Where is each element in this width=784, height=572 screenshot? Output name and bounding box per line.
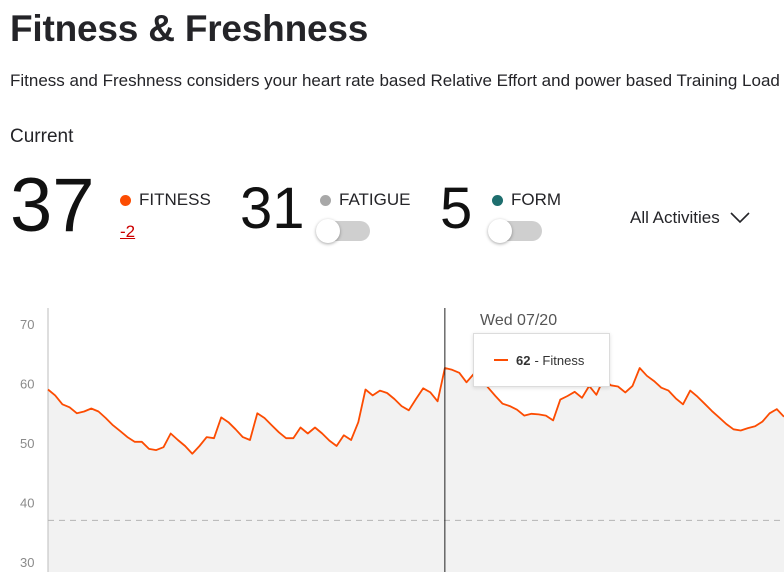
- fatigue-toggle[interactable]: [316, 219, 370, 243]
- tooltip-series: Fitness: [542, 352, 585, 368]
- y-tick-label: 60: [20, 377, 34, 392]
- activity-filter-dropdown[interactable]: All Activities: [630, 208, 750, 228]
- chart-tooltip: 62 - Fitness: [473, 333, 610, 387]
- current-label: Current: [10, 126, 74, 147]
- form-value: 5: [440, 176, 473, 241]
- fatigue-dot-icon: [320, 194, 331, 206]
- fitness-dot-icon: [120, 194, 131, 206]
- y-tick-label: 30: [20, 555, 34, 570]
- activity-filter-label: All Activities: [630, 208, 720, 227]
- fitness-chart-svg: 70 60 50 40 30: [20, 308, 784, 572]
- fitness-chart[interactable]: 70 60 50 40 30: [0, 300, 784, 572]
- fatigue-value: 31: [240, 176, 305, 241]
- fatigue-legend: FATIGUE: [320, 190, 410, 210]
- y-tick-label: 40: [20, 496, 34, 511]
- tooltip-date: Wed 07/20: [480, 312, 558, 329]
- toggle-knob: [488, 219, 512, 243]
- fitness-value: 37: [10, 163, 95, 248]
- y-tick-label: 50: [20, 436, 34, 451]
- y-tick-label: 70: [20, 317, 34, 332]
- tooltip-value: 62: [516, 352, 531, 368]
- form-toggle[interactable]: [488, 219, 542, 243]
- fitness-legend: FITNESS: [120, 190, 211, 210]
- fitness-line-icon: [494, 359, 508, 361]
- page-description: Fitness and Freshness considers your hea…: [10, 71, 780, 90]
- chevron-down-icon: [730, 212, 750, 224]
- fitness-line: [47, 367, 784, 455]
- form-dot-icon: [492, 194, 503, 206]
- fitness-delta-link[interactable]: -2: [120, 222, 136, 241]
- toggle-knob: [316, 219, 340, 243]
- form-label: FORM: [511, 190, 562, 209]
- fatigue-label: FATIGUE: [339, 190, 411, 209]
- form-legend: FORM: [492, 190, 561, 210]
- fitness-label: FITNESS: [139, 190, 211, 209]
- page-title: Fitness & Freshness: [10, 8, 369, 49]
- fitness-area: [48, 368, 784, 572]
- tooltip-dash: -: [534, 352, 543, 368]
